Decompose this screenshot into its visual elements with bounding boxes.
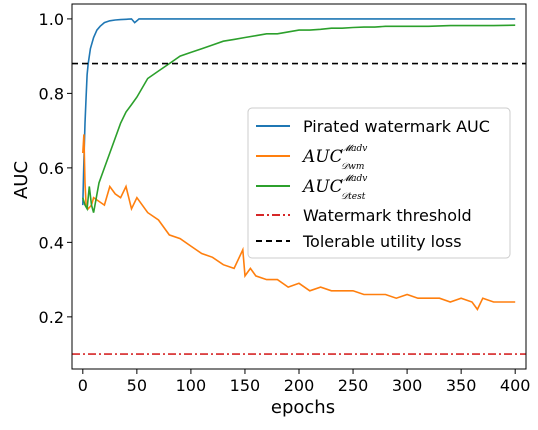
legend-label-utility: Tolerable utility loss [302,232,462,251]
x-tick-label: 250 [338,376,369,395]
legend: Pirated watermark AUC AUC 𝓜adv 𝒟wm AUC 𝓜… [247,107,511,259]
y-tick-label: 1.0 [39,10,64,29]
legend-box [247,107,511,259]
svg-text:𝓜adv: 𝓜adv [341,174,367,184]
y-tick-label: 0.4 [39,233,64,252]
x-tick-label: 400 [500,376,531,395]
x-axis-label: epochs [271,397,335,418]
y-axis: 0.2 0.4 0.6 0.8 1.0 [39,10,72,327]
svg-text:𝒟test: 𝒟test [341,192,366,202]
x-tick-label: 200 [284,376,315,395]
y-tick-label: 0.8 [39,84,64,103]
svg-text:AUC: AUC [301,177,343,197]
legend-label-threshold: Watermark threshold [303,206,472,225]
y-tick-label: 0.2 [39,308,64,327]
series-2-line [82,24,516,213]
series-1-line [82,134,516,311]
x-tick-label: 100 [176,376,207,395]
legend-label-pirated: Pirated watermark AUC [303,117,490,136]
svg-text:𝒟wm: 𝒟wm [341,162,364,172]
plot-lines [72,18,526,355]
svg-text:𝓜adv: 𝓜adv [341,144,367,154]
x-tick-label: 50 [127,376,147,395]
x-axis: 0 50 100 150 200 250 300 350 400 [78,369,531,395]
legend-label-test: AUC 𝓜adv 𝒟test [301,174,367,202]
x-tick-label: 300 [392,376,423,395]
legend-label-wm: AUC 𝓜adv 𝒟wm [301,144,367,172]
svg-text:AUC: AUC [301,147,343,167]
series-0-line [82,18,516,206]
y-tick-label: 0.6 [39,159,64,178]
x-tick-label: 350 [446,376,477,395]
y-axis-label: AUC [11,161,32,199]
x-tick-label: 150 [230,376,261,395]
x-tick-label: 0 [78,376,88,395]
